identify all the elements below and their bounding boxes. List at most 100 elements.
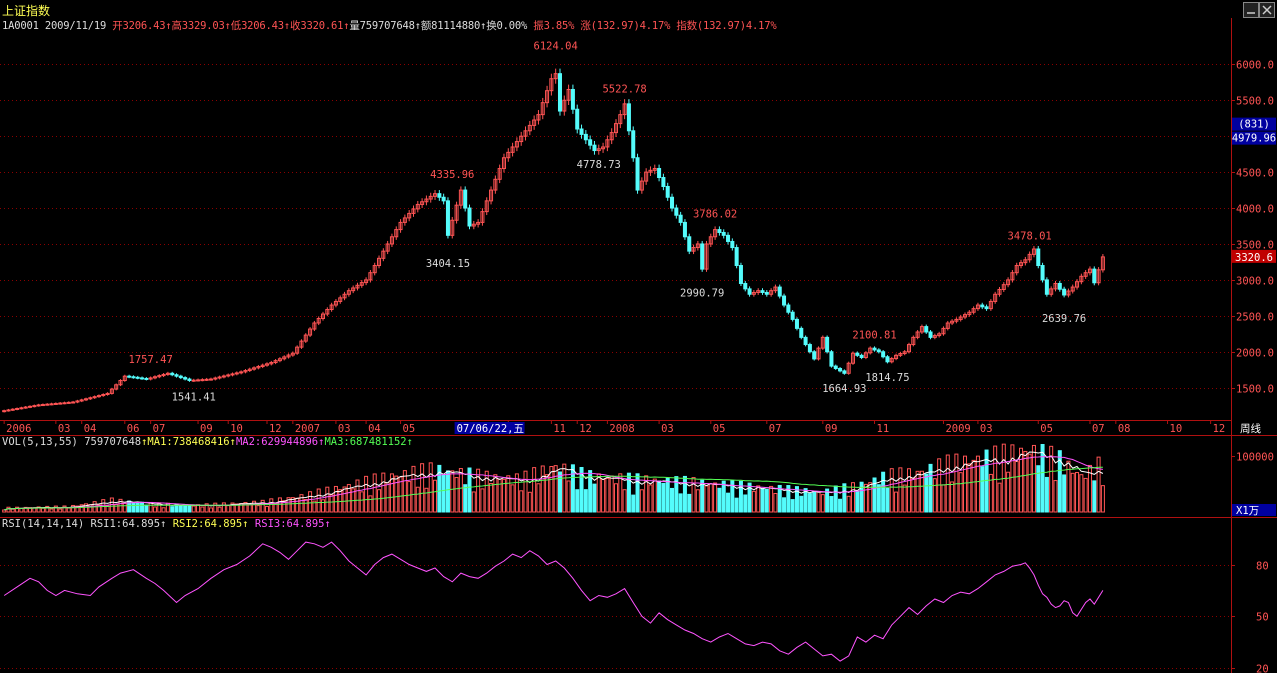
down-volume-bar	[140, 501, 145, 513]
up-candle	[868, 347, 873, 354]
up-candle	[484, 200, 489, 213]
up-candle	[906, 344, 912, 353]
up-candle	[988, 300, 993, 310]
up-candle	[1019, 262, 1024, 267]
down-volume-bar	[1062, 474, 1067, 513]
up-volume-bar	[295, 497, 300, 513]
up-candle	[105, 392, 110, 395]
up-candle	[773, 286, 778, 292]
x-tick-label: 2009	[945, 423, 970, 435]
volume-legend: VOL(5,13,55) 759707648↑MA1:738468416↑MA2…	[2, 436, 413, 448]
down-volume-bar	[682, 475, 687, 513]
up-candle	[613, 123, 619, 134]
rsi-legend: RSI(14,14,14) RSI1:64.895↑ RSI2:64.895↑ …	[2, 518, 331, 530]
up-volume-bar	[217, 506, 222, 513]
up-candle	[954, 318, 959, 322]
up-candle	[252, 367, 257, 370]
up-volume-bar	[329, 494, 334, 513]
up-candle	[553, 73, 558, 80]
down-candle	[183, 377, 188, 380]
down-candle	[1040, 265, 1045, 281]
up-candle	[1006, 279, 1011, 286]
up-candle	[264, 363, 269, 366]
up-volume-bar	[514, 473, 519, 513]
price-tick-label: 4000.0	[1236, 204, 1274, 216]
down-volume-bar	[583, 489, 588, 513]
up-volume-bar	[342, 486, 347, 513]
up-volume-bar	[941, 484, 946, 513]
up-candle	[963, 314, 968, 318]
down-candle	[441, 196, 446, 202]
up-volume-bar	[545, 474, 550, 513]
up-volume-bar	[213, 502, 218, 513]
down-volume-bar	[799, 495, 804, 513]
up-volume-bar	[751, 490, 756, 513]
up-candle	[338, 297, 343, 302]
up-volume-bar	[256, 505, 261, 513]
up-volume-bar	[523, 470, 528, 513]
up-candle	[221, 375, 226, 378]
up-volume-bar	[601, 478, 606, 513]
up-candle	[958, 316, 963, 320]
up-candle	[290, 352, 295, 356]
up-volume-bar	[152, 506, 157, 513]
up-candle	[79, 399, 84, 402]
close-button[interactable]	[1259, 2, 1275, 18]
up-volume-bar	[708, 483, 713, 513]
down-volume-bar	[674, 476, 679, 513]
rsi-tick-label: 80	[1256, 561, 1269, 573]
up-candle	[450, 219, 455, 236]
up-candle	[23, 406, 28, 409]
up-volume-bar	[898, 467, 903, 513]
down-candle	[721, 231, 726, 236]
down-volume-bar	[829, 496, 834, 513]
up-candle	[1066, 290, 1071, 296]
volume-tick-label: 100000	[1236, 452, 1274, 464]
up-volume-bar	[312, 500, 317, 513]
up-volume-bar	[264, 505, 269, 513]
up-candle	[355, 284, 360, 289]
rsi-legend-rsi1: RSI1:64.895	[90, 518, 161, 530]
up-candle	[454, 204, 459, 221]
up-volume-bar	[773, 492, 778, 513]
up-candle	[1096, 269, 1101, 284]
down-volume-bar	[786, 485, 791, 513]
down-volume-bar	[717, 487, 722, 513]
up-candle	[62, 402, 67, 405]
down-candle	[782, 295, 787, 306]
up-candle	[545, 90, 550, 104]
x-tick-label: 05	[1040, 423, 1053, 435]
x-tick-label: 12	[1213, 423, 1226, 435]
up-volume-bar	[10, 508, 15, 513]
quote-field: 量759707648↑	[349, 20, 421, 32]
up-candle	[471, 223, 476, 227]
up-volume-bar	[15, 506, 20, 513]
down-candle	[807, 344, 812, 353]
up-candle	[648, 169, 653, 173]
up-volume-bar	[562, 463, 567, 513]
up-candle	[200, 379, 205, 382]
up-candle	[320, 313, 326, 320]
up-volume-bar	[1087, 464, 1092, 513]
down-volume-bar	[876, 484, 881, 513]
up-volume-bar	[71, 504, 76, 513]
up-volume-bar	[1053, 480, 1058, 513]
minimize-button[interactable]	[1243, 2, 1259, 18]
down-candle	[575, 108, 580, 130]
down-volume-bar	[838, 498, 843, 513]
up-volume-bar	[553, 465, 558, 513]
up-volume-bar	[230, 502, 235, 513]
price-annotation: 1814.75	[865, 372, 909, 384]
up-volume-bar	[325, 486, 330, 513]
down-candle	[557, 73, 562, 112]
up-volume-bar	[49, 508, 54, 513]
quote-field: 开3206.43↑	[112, 20, 172, 32]
up-volume-bar	[402, 470, 407, 513]
up-volume-bar	[269, 498, 274, 513]
up-volume-bar	[950, 481, 955, 513]
up-candle	[71, 401, 76, 404]
down-volume-bar	[700, 479, 705, 513]
up-volume-bar	[252, 500, 257, 513]
up-volume-bar	[846, 495, 851, 513]
